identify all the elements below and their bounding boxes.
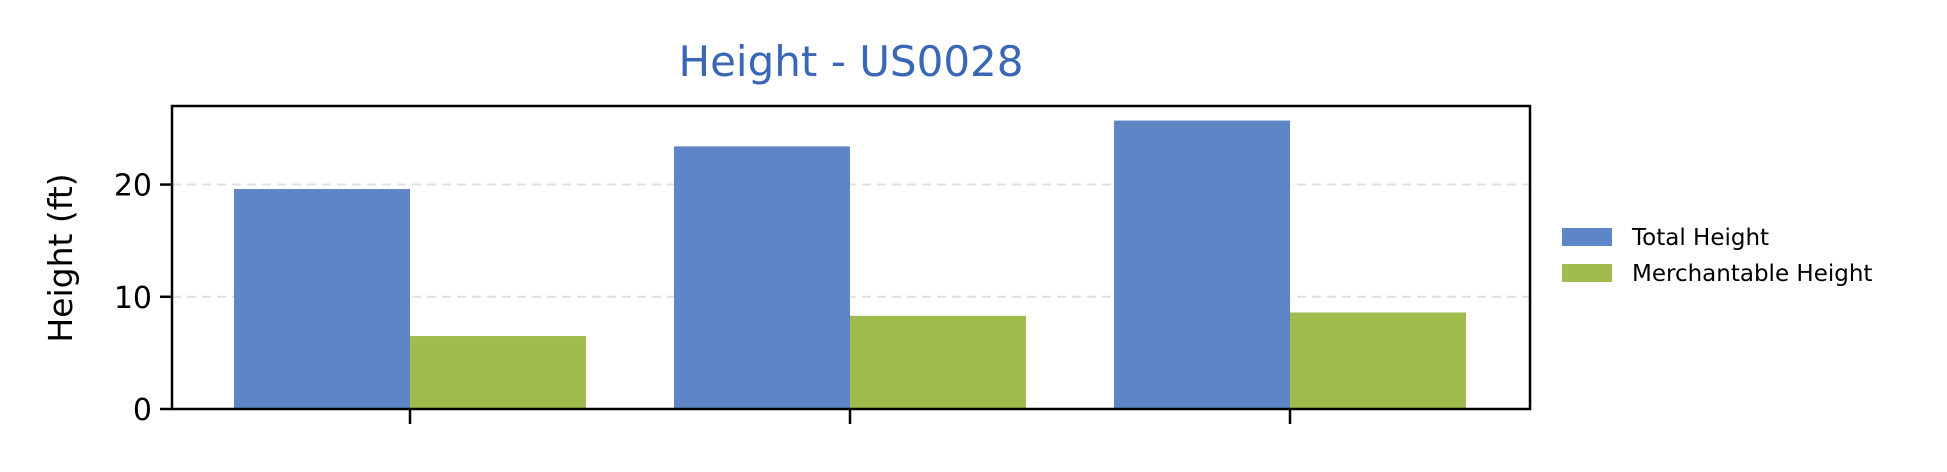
legend-label: Merchantable Height bbox=[1632, 261, 1872, 287]
bar bbox=[234, 189, 410, 409]
bar bbox=[674, 146, 850, 409]
bar bbox=[1114, 120, 1290, 409]
bar bbox=[410, 336, 586, 409]
legend-label: Total Height bbox=[1631, 225, 1769, 251]
y-axis-label: Height (ft) bbox=[41, 173, 80, 342]
legend-swatch bbox=[1562, 228, 1612, 246]
bar bbox=[1290, 312, 1466, 409]
y-tick-label: 20 bbox=[114, 169, 152, 204]
y-tick-label: 10 bbox=[114, 281, 152, 316]
x-axis bbox=[408, 409, 1292, 424]
y-tick-label: 0 bbox=[133, 393, 152, 428]
bars-group bbox=[234, 120, 1466, 409]
legend: Total Height Merchantable Height bbox=[1562, 225, 1872, 287]
chart-title: Height - US0028 bbox=[679, 37, 1024, 86]
legend-swatch bbox=[1562, 264, 1612, 282]
y-axis: 0 10 20 bbox=[114, 169, 172, 428]
bar bbox=[850, 315, 1026, 409]
